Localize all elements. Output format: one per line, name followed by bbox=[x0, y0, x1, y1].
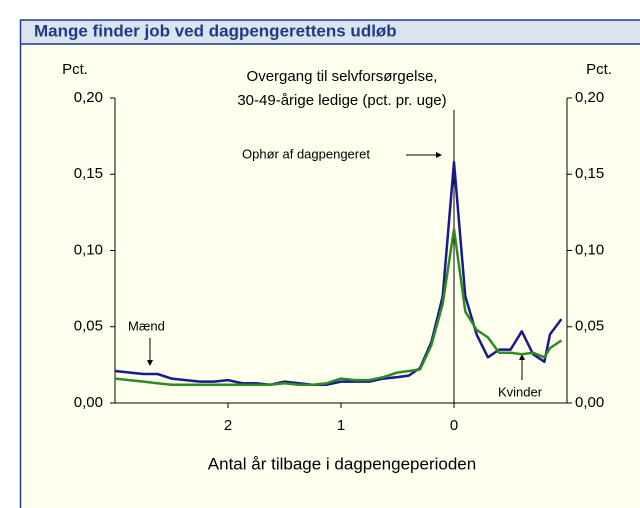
series-label: Kvinder bbox=[498, 384, 543, 399]
x-tick-label: 0 bbox=[450, 417, 458, 434]
annotation-arrowhead bbox=[519, 354, 525, 360]
y-tick-label: 0,00 bbox=[74, 394, 103, 411]
y-tick-label: 0,10 bbox=[74, 241, 103, 258]
x-tick-label: 2 bbox=[224, 417, 232, 434]
y-tick-label: 0,15 bbox=[74, 165, 103, 182]
y2-tick-label: 0,05 bbox=[575, 318, 604, 335]
annotation-arrowhead bbox=[436, 152, 442, 158]
y2-tick-label: 0,20 bbox=[575, 89, 604, 106]
x-axis-label: Antal år tilbage i dagpengeperioden bbox=[208, 454, 476, 473]
series-line bbox=[114, 160, 563, 386]
y-axis-label: Pct. bbox=[62, 61, 88, 78]
y2-axis-label: Pct. bbox=[586, 61, 612, 78]
annotation: Ophør af dagpengeret bbox=[242, 146, 370, 161]
y2-tick-label: 0,10 bbox=[575, 241, 604, 258]
series-line bbox=[114, 227, 563, 386]
panel-background bbox=[20, 20, 640, 508]
annotation-arrowhead bbox=[147, 360, 153, 366]
subtitle: Overgang til selvforsørgelse, bbox=[247, 68, 438, 85]
subtitle: 30-49-årige ledige (pct. pr. uge) bbox=[237, 92, 446, 109]
y-tick-label: 0,20 bbox=[74, 89, 103, 106]
y2-tick-label: 0,15 bbox=[575, 165, 604, 182]
header-band bbox=[20, 20, 640, 44]
chart-title: Mange finder job ved dagpengerettens udl… bbox=[34, 21, 397, 40]
series-label: Mænd bbox=[128, 318, 165, 333]
y-tick-label: 0,05 bbox=[74, 318, 103, 335]
y2-tick-label: 0,00 bbox=[575, 394, 604, 411]
x-tick-label: 1 bbox=[337, 417, 345, 434]
